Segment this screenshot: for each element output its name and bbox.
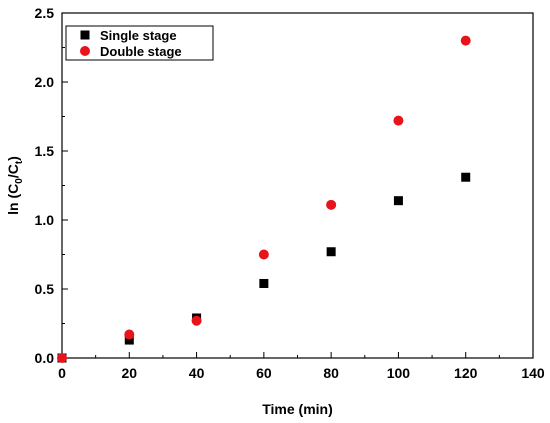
legend-label: Single stage	[100, 28, 177, 43]
y-axis-title: ln (C0/Ct)	[5, 156, 25, 215]
x-axis-ticks: 0 20 40 60 80 100 120 140	[58, 352, 545, 381]
data-point	[460, 35, 471, 46]
x-tick-label: 20	[121, 365, 137, 381]
data-point	[258, 249, 269, 260]
x-tick-label: 0	[58, 365, 66, 381]
data-point	[191, 315, 202, 326]
data-point	[259, 278, 269, 288]
data-point	[326, 247, 336, 257]
data-point	[57, 353, 67, 363]
data-point	[124, 329, 135, 340]
y-tick-label: 1.0	[35, 212, 55, 228]
y-tick-label: 2.5	[35, 5, 55, 21]
x-tick-label: 40	[189, 365, 205, 381]
plot-frame	[61, 12, 534, 359]
y-axis-title-sub0: 0	[14, 178, 25, 184]
x-tick-label: 120	[454, 365, 478, 381]
x-tick-label: 60	[256, 365, 272, 381]
data-point	[461, 172, 471, 182]
x-axis-title: Time (min)	[262, 401, 333, 417]
y-axis-ticks: 0.0 0.5 1.0 1.5 2.0 2.5	[35, 5, 68, 366]
legend-label: Double stage	[100, 44, 182, 59]
x-tick-label: 80	[323, 365, 339, 381]
series-single-stage	[57, 172, 471, 363]
legend-box	[65, 25, 214, 61]
y-axis-title-mid: /C	[5, 164, 21, 178]
y-tick-label: 0.0	[35, 350, 55, 366]
data-point	[393, 196, 403, 206]
legend-marker	[80, 46, 90, 56]
y-axis-title-subt: t	[14, 160, 25, 164]
data-point	[393, 115, 404, 126]
data-point	[326, 199, 337, 210]
y-axis-title-suffix: )	[5, 156, 21, 161]
y-axis-title-prefix: ln (C	[5, 184, 21, 215]
y-tick-label: 1.5	[35, 143, 55, 159]
x-tick-label: 100	[387, 365, 411, 381]
data-point	[124, 335, 134, 345]
y-tick-label: 0.5	[35, 281, 55, 297]
legend-marker	[80, 30, 90, 40]
data-points	[57, 35, 471, 363]
x-tick-label: 140	[521, 365, 545, 381]
y-tick-label: 2.0	[35, 74, 55, 90]
series-double-stage	[57, 35, 471, 363]
